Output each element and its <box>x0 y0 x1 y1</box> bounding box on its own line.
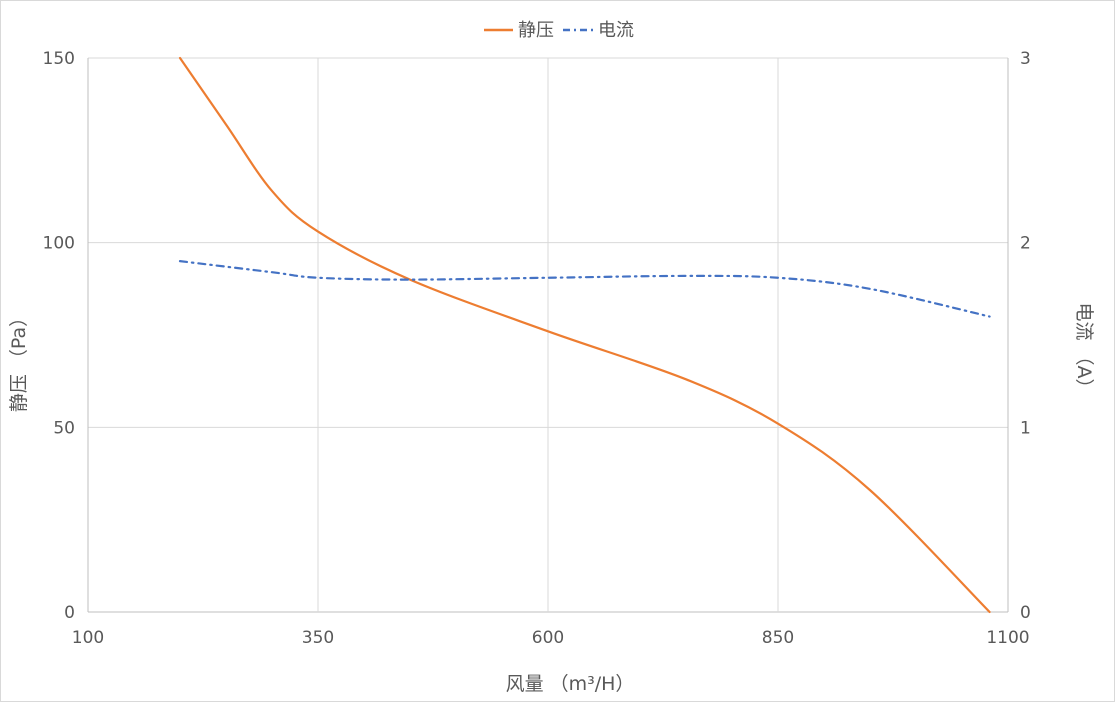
current-line <box>178 260 991 318</box>
y2-tick-label: 0 <box>1020 603 1031 623</box>
x-tick-label: 350 <box>302 628 334 648</box>
legend: 静压 电流 <box>484 20 634 41</box>
y-axis-right-ticks: 0 1 2 3 <box>1020 49 1031 623</box>
x-tick-label: 850 <box>762 628 794 648</box>
y-axis-left-title: 静压 （Pa） <box>8 308 30 412</box>
y-tick-label: 0 <box>64 603 75 623</box>
y-tick-label: 50 <box>53 418 75 438</box>
y2-tick-label: 2 <box>1020 234 1031 254</box>
gridlines <box>87 57 1009 613</box>
x-tick-label: 600 <box>532 628 564 648</box>
y-axis-left-ticks: 0 50 100 150 <box>43 49 75 623</box>
y-axis-right-title: 电流 （A） <box>1073 302 1095 397</box>
x-axis-ticks: 100 350 600 850 1100 <box>72 628 1030 648</box>
y2-tick-label: 3 <box>1020 49 1031 69</box>
y2-tick-label: 1 <box>1020 418 1031 438</box>
plot-series <box>178 56 991 614</box>
y-tick-label: 100 <box>43 234 75 254</box>
x-axis-title: 风量 （m³/H） <box>506 673 635 695</box>
x-tick-label: 100 <box>72 628 104 648</box>
x-tick-label: 1100 <box>986 628 1029 648</box>
legend-static-pressure-label: 静压 <box>518 20 554 41</box>
legend-current-label: 电流 <box>598 20 634 41</box>
y-tick-label: 150 <box>43 49 75 69</box>
static-pressure-line <box>178 56 991 614</box>
